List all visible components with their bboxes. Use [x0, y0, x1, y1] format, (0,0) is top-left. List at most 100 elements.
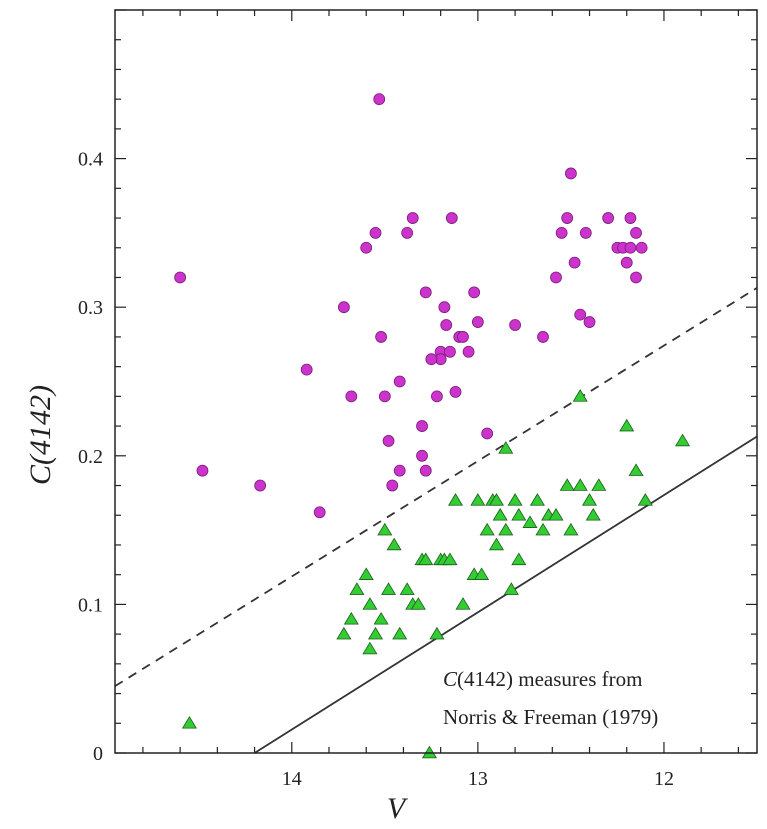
- circle-point: [373, 93, 386, 106]
- circle-point: [635, 241, 648, 254]
- y-tick-label: 0.2: [78, 446, 103, 468]
- triangle-point: [619, 418, 635, 432]
- circle-point: [471, 316, 484, 328]
- circle-point: [449, 386, 462, 398]
- triangle-point: [181, 716, 197, 729]
- triangle-point: [511, 507, 527, 521]
- annotation: C(4142) measures from Norris & Freeman (…: [443, 667, 658, 729]
- circle-point: [375, 331, 388, 343]
- triangle-point: [563, 522, 579, 536]
- circle-point: [550, 271, 562, 284]
- triangle-point: [421, 745, 438, 759]
- circle-point: [382, 435, 395, 447]
- circle-point: [393, 464, 406, 477]
- triangle-point: [474, 567, 490, 580]
- triangle-point: [362, 641, 378, 655]
- circle-point: [360, 241, 373, 254]
- circle-point: [537, 331, 549, 343]
- circle-point: [416, 420, 428, 432]
- triangle-point: [418, 552, 434, 566]
- circle-point: [583, 316, 596, 328]
- circle-point: [393, 375, 406, 388]
- triangle-point: [529, 493, 545, 506]
- triangle-point: [358, 567, 374, 580]
- circle-point: [431, 390, 443, 403]
- triangle-point: [373, 611, 389, 625]
- circle-point: [565, 167, 577, 180]
- triangle-point: [559, 478, 575, 491]
- circle-point: [630, 271, 642, 284]
- triangle-point: [455, 597, 471, 610]
- x-tick-label: 12: [654, 768, 674, 790]
- circle-point: [561, 212, 574, 224]
- triangle-point: [392, 626, 408, 640]
- triangle-point: [336, 626, 352, 640]
- triangle-point: [503, 582, 519, 595]
- x-axis-label: V: [387, 792, 409, 825]
- triangle-point: [628, 463, 644, 476]
- triangle-point: [585, 507, 601, 521]
- circle-point: [419, 464, 432, 477]
- triangle-point: [362, 597, 378, 610]
- triangle-point: [442, 552, 458, 566]
- triangle-point: [498, 522, 514, 536]
- triangle-point: [367, 626, 384, 640]
- axis-ticks: [115, 9, 757, 754]
- circle-point: [602, 212, 615, 224]
- circle-point: [568, 256, 581, 269]
- circle-point: [174, 271, 187, 284]
- triangle-point: [511, 552, 527, 566]
- circle-point: [481, 427, 494, 440]
- triangle-point: [381, 582, 397, 595]
- circle-point: [624, 212, 637, 224]
- circle-point: [574, 308, 587, 321]
- annotation-line-1: C(4142) measures from: [443, 667, 642, 691]
- triangle-point: [498, 441, 514, 454]
- triangle-point: [591, 478, 607, 491]
- y-tick-label: 0: [93, 743, 103, 765]
- triangle-point: [479, 522, 495, 536]
- circle-point: [462, 345, 475, 358]
- triangle-point: [507, 493, 523, 506]
- y-tick-label: 0.3: [78, 297, 103, 319]
- annotation-line-2: Norris & Freeman (1979): [443, 705, 658, 729]
- dashed-line: [114, 287, 758, 687]
- circle-point: [401, 226, 414, 239]
- circle-point: [445, 212, 458, 224]
- triangle-point: [572, 478, 588, 491]
- triangle-point: [492, 507, 508, 521]
- triangle-point: [349, 582, 365, 595]
- circle-point: [300, 363, 313, 376]
- circle-point: [419, 286, 432, 299]
- circle-point: [555, 226, 568, 239]
- circle-point: [425, 353, 438, 366]
- triangle-point: [581, 493, 598, 506]
- circle-point: [630, 226, 642, 239]
- circle-point: [313, 506, 326, 519]
- triangle-point: [535, 522, 551, 536]
- triangle-point: [429, 626, 445, 640]
- circle-point: [337, 301, 350, 314]
- triangle-point: [637, 493, 653, 506]
- circle-point: [378, 390, 391, 403]
- x-tick-label: 14: [282, 768, 302, 790]
- y-tick-label: 0.4: [78, 149, 103, 171]
- circle-point: [416, 449, 428, 462]
- circle-point: [254, 479, 267, 492]
- circle-point: [438, 301, 451, 314]
- circle-point: [624, 241, 637, 254]
- triangle-point: [548, 507, 564, 521]
- data-points: [174, 93, 691, 759]
- triangle-point: [377, 522, 393, 536]
- triangle-point: [410, 597, 426, 610]
- x-tick-label: 13: [468, 768, 488, 790]
- triangle-point: [448, 493, 464, 506]
- annotation-rest: (4142) measures from: [457, 667, 642, 691]
- triangle-point: [343, 611, 359, 625]
- circle-point: [369, 226, 382, 239]
- circle-point: [457, 331, 469, 343]
- circle-point: [196, 464, 209, 477]
- circle-point: [468, 286, 481, 299]
- tick-labels: 14 13 12 0 0.1 0.2 0.3 0.4: [78, 149, 674, 790]
